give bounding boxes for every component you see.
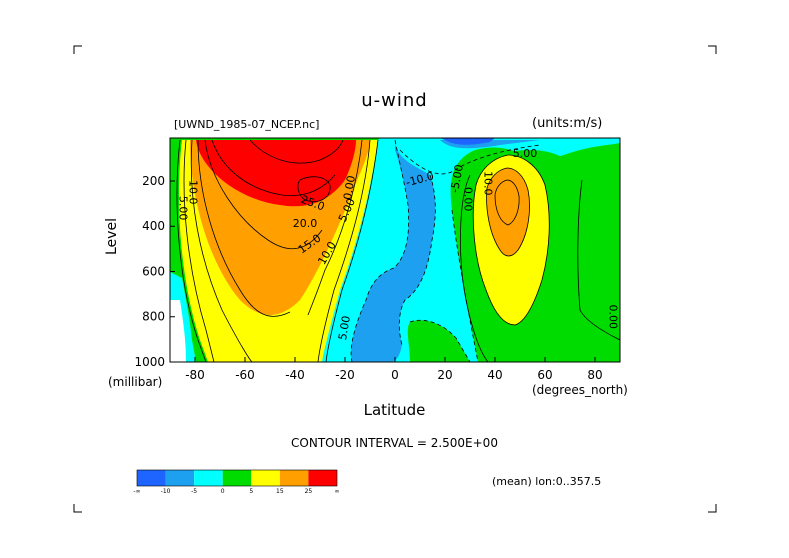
colorbar-swatch [251, 470, 280, 486]
y-axis-label: Level [104, 218, 120, 255]
x-axis-unit: (degrees_north) [532, 383, 628, 397]
contour-label: 5.00 [336, 315, 353, 341]
contour-label: 0.00 [462, 187, 475, 212]
colorbar-frame [136, 469, 338, 487]
x-tick-label: 80 [587, 368, 602, 382]
x-tick-label: 20 [437, 368, 452, 382]
y-tick-label: 600 [142, 264, 165, 278]
colorbar-swatch [222, 470, 252, 486]
axis-layer: -80 -60 -40 -20 0 20 40 60 80 200 400 600 800 1000 [134, 174, 602, 382]
corner-mark-br [708, 504, 717, 513]
x-tick-label: -40 [285, 368, 305, 382]
colorbar: -∞ -10 -5 0 5 15 25 ∞ [133, 469, 340, 495]
colorbar-label: 0 [221, 488, 225, 495]
contour-fill [170, 138, 620, 362]
contour-interval-text: CONTOUR INTERVAL = 2.500E+00 [291, 436, 498, 450]
averaging-footer: (mean) lon:0..357.5 [492, 475, 602, 488]
y-tick-label: 200 [142, 174, 165, 188]
units-label: (units:m/s) [532, 116, 603, 131]
contour-label: 0.00 [341, 174, 358, 200]
colorbar-label: 5 [249, 488, 253, 495]
contour-label: 20.0 [293, 217, 318, 230]
contour-label-layer: 10.05.00 25.020.015.010.05.000.00 -10.0 -5.… [177, 147, 620, 341]
dataset-name: [UWND_1985-07_NCEP.nc] [174, 118, 320, 131]
contour-label: 0.00 [607, 304, 620, 329]
contour-label: 5.00 [177, 196, 190, 221]
contour-label: 10.0 [482, 171, 495, 196]
contour-label: 5.00 [513, 147, 538, 160]
fill-tropics-blue [351, 140, 540, 362]
y-tick-label: 800 [142, 310, 165, 324]
y-tick-label: 400 [142, 219, 165, 233]
colorbar-label: -∞ [133, 488, 140, 495]
contour-label: -5.00 [448, 163, 466, 193]
colorbar-swatch [308, 470, 337, 486]
fill-arctic-green [560, 300, 620, 362]
contour-lines-dashed [350, 139, 541, 362]
x-tick-label: 40 [487, 368, 502, 382]
colorbar-label: -10 [161, 488, 171, 495]
corner-mark-tr [708, 45, 717, 54]
colorbar-swatch [194, 470, 223, 486]
x-tick-label: -20 [335, 368, 355, 382]
x-tick-label: -60 [235, 368, 255, 382]
chart-title: u-wind [361, 90, 428, 111]
colorbar-swatch [279, 470, 309, 486]
corner-mark-tl [73, 45, 82, 54]
x-axis-label: Latitude [363, 401, 426, 419]
fill-tropics-deep [440, 138, 495, 145]
x-tick-label: 60 [537, 368, 552, 382]
colorbar-label: 25 [305, 488, 313, 495]
corner-marks [73, 45, 717, 513]
colorbar-swatch [137, 470, 166, 486]
colorbar-label: 15 [276, 488, 284, 495]
colorbar-label: -5 [191, 488, 197, 495]
fill-antarctic-white [170, 300, 186, 362]
corner-mark-bl [73, 504, 82, 513]
y-tick-label: 1000 [134, 355, 165, 369]
contour-label: 10.0 [187, 180, 200, 205]
x-tick-label: -80 [185, 368, 205, 382]
contour-lines [176, 139, 620, 362]
fill-north-orange [486, 168, 530, 256]
colorbar-swatch [165, 470, 195, 486]
y-axis-unit: (millibar) [108, 375, 163, 389]
colorbar-label: ∞ [335, 488, 340, 495]
x-tick-label: 0 [391, 368, 399, 382]
